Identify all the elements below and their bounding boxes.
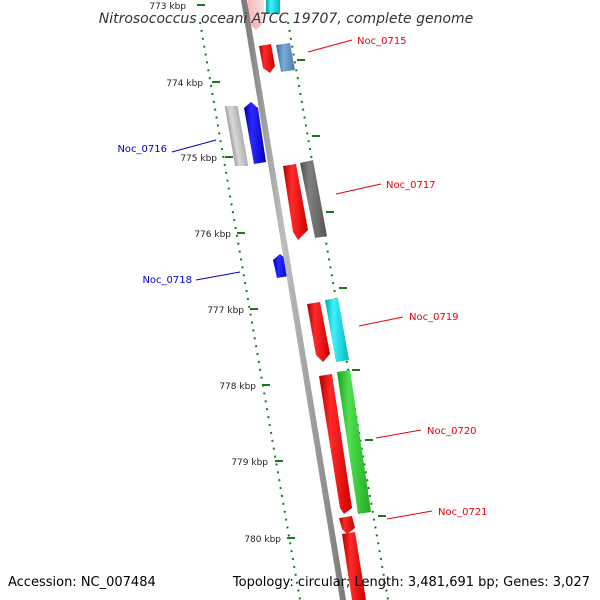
feature-noc-0715-steelblue [276, 43, 295, 72]
gene-noc-0717-shape [283, 164, 308, 240]
tick-label: 774 kbp [166, 79, 203, 89]
tick-label: 777 kbp [207, 306, 244, 316]
callout-line-noc-0718 [195, 271, 241, 281]
tick-label: 778 kbp [219, 382, 256, 392]
gene-label-noc-0718[interactable]: Noc_0718 [142, 275, 192, 286]
callout-line-noc-0716 [171, 139, 217, 153]
gene-label-noc-0720[interactable]: Noc_0720 [427, 426, 477, 437]
top-partial-feature-cyan [266, 0, 280, 14]
feature-noc-0720-green [337, 370, 371, 514]
top-partial-arrow-pink [248, 22, 264, 30]
gene-label-noc-0716[interactable]: Noc_0716 [117, 144, 167, 155]
tick-label: 780 kbp [244, 535, 281, 545]
gene-label-noc-0721[interactable]: Noc_0721 [438, 507, 488, 518]
feature-noc-0716-gray [224, 106, 249, 166]
tick-label: 776 kbp [194, 230, 231, 240]
gene-label-noc-0719[interactable]: Noc_0719 [409, 312, 459, 323]
outer-left-ring [199, 21, 301, 600]
callout-line-noc-0719 [358, 316, 404, 327]
gene-noc-0716-shape [244, 102, 266, 164]
right-ring-ticks [297, 59, 386, 517]
gene-label-noc-0715[interactable]: Noc_0715 [357, 36, 407, 47]
gene-noc-0721-shape [339, 516, 355, 534]
callout-line-noc-0715 [307, 39, 353, 53]
gene-noc-0721-next-feature [342, 532, 366, 600]
tick-label: 773 kbp [149, 2, 186, 12]
tick-label: 775 kbp [180, 154, 217, 164]
genome-summary-text: Topology: circular; Length: 3,481,691 bp… [232, 575, 590, 590]
gene-noc-0719-shape [307, 302, 330, 362]
callout-line-noc-0717 [335, 183, 382, 195]
gene-noc-0715-shape [259, 44, 275, 73]
tick-label: 779 kbp [231, 458, 268, 468]
scale-ticks: 773 kbp 774 kbp 775 kbp 776 kbp 777 kbp … [149, 2, 295, 545]
gene-noc-0720-shape [319, 374, 352, 514]
map-title: Nitrosococcus oceani ATCC 19707, complet… [99, 11, 474, 27]
outer-right-ring [287, 21, 389, 600]
accession-text: Accession: NC_007484 [8, 575, 156, 590]
callout-line-noc-0720 [375, 429, 422, 439]
gene-label-noc-0717[interactable]: Noc_0717 [386, 180, 436, 191]
top-partial-feature-pink [248, 0, 264, 22]
callout-line-noc-0721 [386, 510, 433, 520]
feature-noc-0719-cyan [325, 298, 349, 362]
feature-noc-0717-darkgray [300, 160, 327, 238]
genome-backbone [241, 0, 346, 600]
